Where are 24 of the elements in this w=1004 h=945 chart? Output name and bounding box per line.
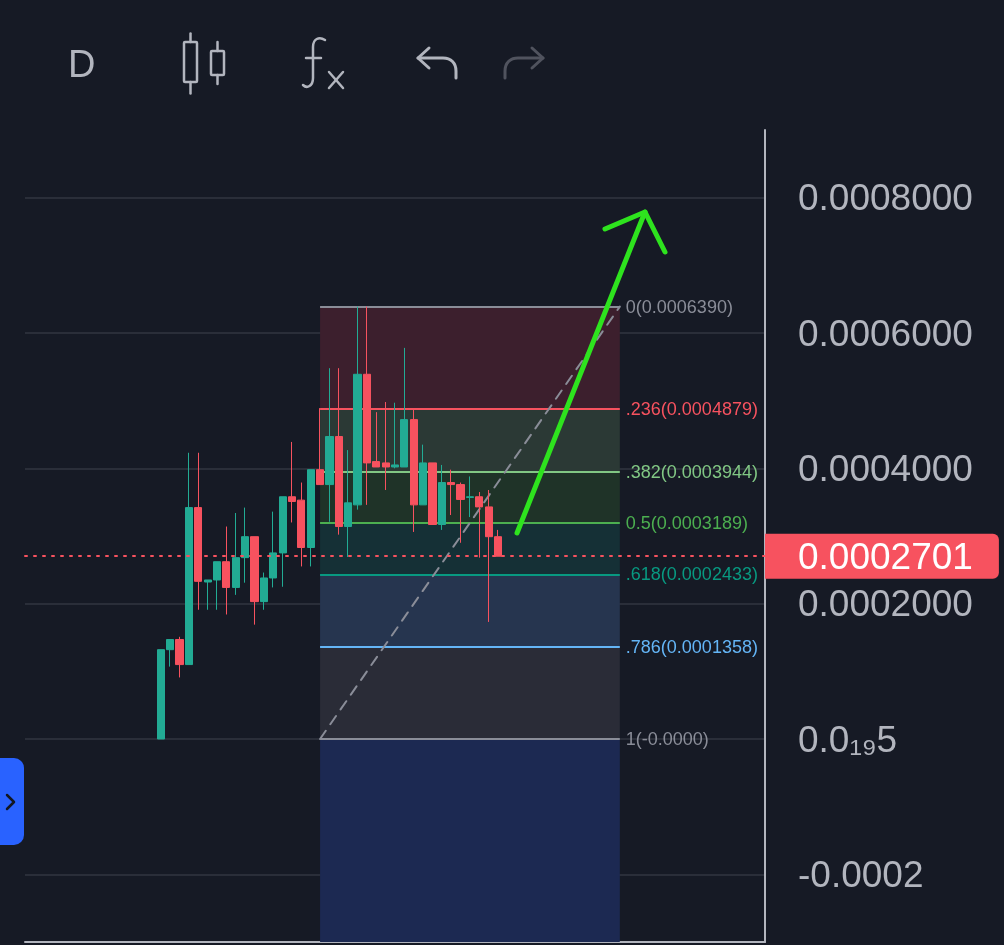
ref-line-label: .618(0.0002433) bbox=[625, 564, 758, 585]
candlestick bbox=[419, 444, 427, 506]
ref-line-label: .786(0.0001358) bbox=[625, 637, 758, 658]
ref-line-label: 0.5(0.0003189) bbox=[625, 513, 748, 534]
y-tick-label: 0.0₁₉5 bbox=[798, 718, 898, 760]
candlestick bbox=[325, 367, 334, 523]
candlestick bbox=[466, 475, 474, 518]
candlestick bbox=[185, 452, 193, 666]
y-tick-label: 0.0006000 bbox=[798, 312, 973, 354]
candlestick bbox=[307, 469, 315, 567]
ref-line-label: .236(0.0004879) bbox=[625, 398, 758, 419]
text: D bbox=[68, 42, 96, 86]
y-tick-label: -0.0002 bbox=[798, 853, 924, 895]
y-tick-label: 0.0004000 bbox=[798, 447, 973, 489]
candlestick bbox=[438, 464, 446, 531]
candlestick bbox=[428, 462, 437, 525]
y-tick-label: 0.0008000 bbox=[798, 177, 973, 219]
candlestick bbox=[175, 636, 184, 678]
ref-line-label: .382(0.0003944) bbox=[625, 462, 758, 483]
y-tick-label: 0.0002000 bbox=[798, 583, 973, 625]
candlestick bbox=[279, 496, 287, 588]
ref-line-label: 0.0002701 bbox=[798, 535, 973, 577]
ref-line-label: 1(-0.0000) bbox=[625, 729, 709, 749]
ref-line-label: 0(0.0006390) bbox=[625, 296, 733, 317]
